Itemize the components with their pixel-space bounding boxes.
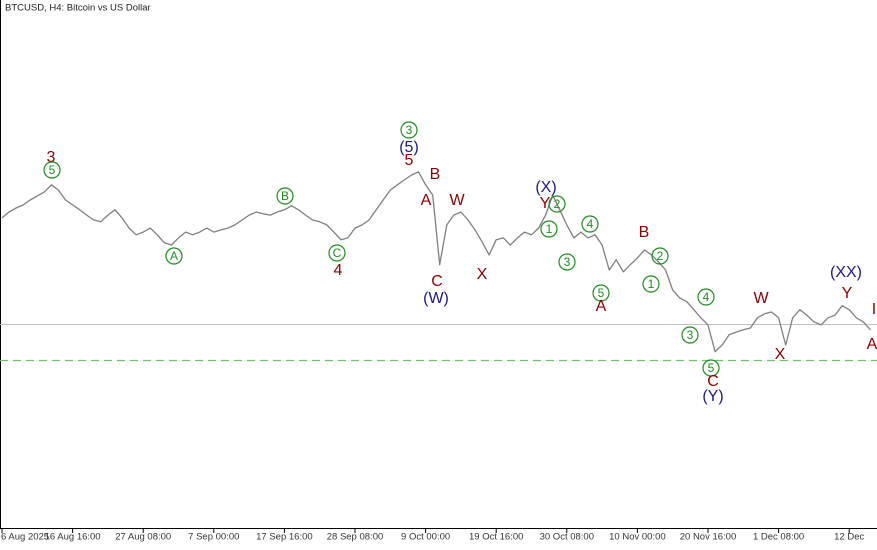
wave-label: 5 bbox=[49, 163, 56, 177]
wave-label: C bbox=[333, 246, 342, 260]
wave-circle bbox=[581, 215, 599, 233]
wave-label: (X) bbox=[535, 179, 556, 196]
wave-circle bbox=[702, 359, 720, 377]
wave-label: B bbox=[281, 189, 289, 203]
wave-label: 3 bbox=[47, 149, 56, 166]
wave-circle bbox=[328, 244, 346, 262]
x-tick-label: 28 Sep 08:00 bbox=[327, 532, 384, 543]
wave-label: Y bbox=[842, 285, 853, 302]
wave-label: 2 bbox=[657, 249, 664, 263]
x-tick-label: 6 Aug 2025 bbox=[1, 532, 49, 543]
wave-label: 3 bbox=[564, 255, 571, 269]
x-tick-label: 20 Nov 16:00 bbox=[680, 532, 737, 543]
wave-label: W bbox=[449, 192, 465, 209]
wave-label: 4 bbox=[334, 262, 343, 279]
wave-label: X bbox=[775, 346, 786, 363]
price-line bbox=[1, 171, 871, 353]
wave-circle bbox=[540, 220, 558, 238]
wave-label: 5 bbox=[598, 286, 605, 300]
wave-label: 3 bbox=[406, 123, 413, 137]
wave-label: 3 bbox=[687, 328, 694, 342]
x-tick-label: 10 Nov 00:00 bbox=[609, 532, 666, 543]
wave-label: 4 bbox=[587, 217, 594, 231]
wave-label: X bbox=[477, 266, 488, 283]
x-tick-label: 17 Sep 16:00 bbox=[256, 532, 313, 543]
wave-label: I bbox=[872, 301, 876, 318]
x-tick-label: 27 Aug 08:00 bbox=[115, 532, 171, 543]
wave-circle bbox=[165, 247, 183, 265]
wave-label: B bbox=[430, 166, 441, 183]
wave-label: 1 bbox=[648, 277, 655, 291]
wave-label: 5 bbox=[405, 152, 414, 169]
wave-circle bbox=[276, 187, 294, 205]
wave-label: 4 bbox=[703, 290, 710, 304]
x-tick-label: 12 Dec bbox=[834, 532, 864, 543]
wave-label: (W) bbox=[423, 290, 449, 307]
wave-label: 1 bbox=[546, 222, 553, 236]
x-tick-label: 16 Aug 16:00 bbox=[45, 532, 101, 543]
wave-circle bbox=[43, 161, 61, 179]
wave-label: C bbox=[431, 273, 443, 290]
x-tick-label: 9 Oct 00:00 bbox=[401, 532, 450, 543]
chart-title: BTCUSD, H4: Bitcoin vs US Dollar bbox=[5, 3, 151, 14]
wave-label: A bbox=[170, 249, 178, 263]
wave-label: A bbox=[421, 192, 432, 209]
wave-label: C bbox=[707, 373, 719, 390]
wave-label: W bbox=[753, 290, 769, 307]
wave-label: Y bbox=[540, 195, 551, 212]
wave-circle bbox=[681, 326, 699, 344]
wave-label: (5) bbox=[399, 139, 419, 156]
x-tick-label: 30 Oct 08:00 bbox=[540, 532, 594, 543]
x-tick-label: 1 Dec 08:00 bbox=[753, 532, 804, 543]
wave-label: 5 bbox=[708, 361, 715, 375]
wave-label: (Y) bbox=[702, 388, 723, 405]
wave-label: B bbox=[639, 224, 650, 241]
wave-circle bbox=[558, 253, 576, 271]
wave-circle bbox=[592, 284, 610, 302]
x-tick-label: 19 Oct 16:00 bbox=[469, 532, 523, 543]
wave-label: 2 bbox=[554, 197, 561, 211]
wave-label: A bbox=[867, 336, 877, 353]
wave-circle bbox=[642, 275, 660, 293]
wave-circle bbox=[697, 288, 715, 306]
wave-circle bbox=[651, 247, 669, 265]
wave-label: (XX) bbox=[830, 264, 862, 281]
wave-circle bbox=[400, 121, 418, 139]
wave-label: A bbox=[596, 298, 607, 315]
wave-circle bbox=[548, 195, 566, 213]
x-tick-label: 7 Sep 00:00 bbox=[188, 532, 239, 543]
